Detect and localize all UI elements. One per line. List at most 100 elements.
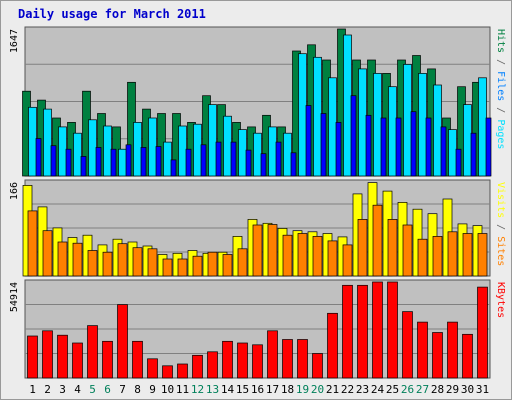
bar-files-day-13 [208, 104, 217, 177]
x-tick-label-day-9: 9 [149, 383, 156, 396]
bar-pages-day-10 [170, 159, 177, 177]
x-tick-label-day-19: 19 [296, 383, 309, 396]
bar-kbytes-day-14 [222, 340, 233, 379]
bar-pages-day-16 [260, 153, 267, 177]
bar-kbytes-day-24 [372, 281, 383, 379]
bar-pages-day-2 [50, 145, 57, 177]
x-tick-label-day-16: 16 [251, 383, 264, 396]
bar-kbytes-day-6 [102, 340, 113, 379]
x-tick-label-day-2: 2 [44, 383, 51, 396]
x-tick-label-day-3: 3 [59, 383, 66, 396]
bar-sites-day-6 [102, 251, 113, 277]
bar-files-day-5 [88, 119, 97, 177]
bar-kbytes-day-18 [282, 339, 293, 379]
panel-top-ymax-label: 1647 [9, 29, 20, 53]
bar-kbytes-day-23 [357, 284, 368, 379]
panel-bot-ymax-label: 54914 [9, 282, 20, 312]
bar-sites-day-14 [222, 254, 233, 277]
bar-pages-day-23 [365, 114, 372, 177]
bar-kbytes-day-30 [462, 333, 473, 379]
bar-pages-day-13 [215, 141, 222, 177]
bar-files-day-18 [283, 132, 292, 177]
bar-kbytes-day-20 [312, 353, 323, 379]
bar-sites-day-10 [162, 258, 173, 277]
bar-sites-day-4 [72, 242, 83, 277]
bar-files-day-25 [388, 86, 397, 177]
bar-sites-day-5 [87, 250, 98, 277]
x-tick-label-day-6: 6 [104, 383, 111, 396]
bar-files-day-29 [448, 129, 457, 177]
bar-pages-day-1 [35, 138, 42, 177]
bar-pages-day-28 [440, 126, 447, 177]
bar-sites-day-28 [432, 236, 443, 277]
panel-bot-legend: KBytes [495, 282, 506, 318]
bar-pages-day-11 [185, 148, 192, 177]
bar-files-day-26 [403, 64, 412, 177]
bar-files-day-19 [298, 53, 307, 177]
x-tick-label-day-14: 14 [221, 383, 235, 396]
bar-files-day-4 [73, 132, 82, 177]
legend-entry: KBytes [495, 282, 506, 318]
bar-sites-day-16 [252, 224, 263, 277]
bar-kbytes-day-22 [342, 284, 353, 379]
bar-sites-day-20 [312, 236, 323, 277]
bar-files-day-23 [358, 68, 367, 177]
bar-kbytes-day-29 [447, 321, 458, 379]
legend-entry: Visits [495, 182, 506, 218]
bar-sites-day-19 [297, 233, 308, 277]
bar-kbytes-day-28 [432, 332, 443, 379]
bar-pages-day-20 [320, 113, 327, 177]
bar-kbytes-day-31 [477, 286, 488, 379]
bar-sites-day-9 [147, 248, 158, 277]
bar-sites-day-25 [387, 219, 398, 277]
bar-kbytes-day-5 [87, 325, 98, 379]
bar-files-day-6 [103, 125, 112, 177]
bar-pages-day-4 [80, 156, 87, 177]
bar-kbytes-day-26 [402, 311, 413, 379]
bar-files-day-14 [223, 115, 232, 177]
bar-pages-day-7 [125, 144, 132, 177]
bar-sites-day-23 [357, 219, 368, 277]
bar-sites-day-3 [57, 241, 68, 277]
legend-entry: / [495, 101, 506, 119]
bar-pages-day-18 [290, 152, 297, 177]
bar-files-day-10 [163, 141, 172, 177]
legend-entry: Sites [495, 236, 506, 266]
bar-pages-day-3 [65, 148, 72, 177]
bar-sites-day-15 [237, 248, 248, 277]
bar-sites-day-17 [267, 224, 278, 277]
bar-sites-day-26 [402, 224, 413, 277]
x-tick-label-day-13: 13 [206, 383, 219, 396]
bar-pages-day-15 [245, 149, 252, 177]
x-tick-label-day-15: 15 [236, 383, 249, 396]
x-tick-label-day-17: 17 [266, 383, 279, 396]
panel-mid-ymax-label: 166 [9, 182, 20, 200]
bar-files-day-2 [43, 108, 52, 177]
bar-kbytes-day-9 [147, 358, 158, 379]
bar-pages-day-17 [275, 141, 282, 177]
bar-kbytes-day-4 [72, 342, 83, 379]
bar-pages-day-21 [335, 122, 342, 177]
bar-files-day-3 [58, 126, 67, 177]
bar-pages-day-30 [470, 132, 477, 177]
panel-mid-legend: Visits / Sites [495, 182, 506, 266]
bar-sites-day-13 [207, 251, 218, 277]
legend-entry: Pages [495, 119, 506, 149]
bar-pages-day-26 [410, 111, 417, 177]
x-tick-label-day-29: 29 [446, 383, 459, 396]
x-tick-label-day-18: 18 [281, 383, 294, 396]
x-tick-label-day-25: 25 [386, 383, 399, 396]
bar-files-day-17 [268, 126, 277, 177]
bar-kbytes-day-3 [57, 334, 68, 379]
x-tick-label-day-1: 1 [29, 383, 36, 396]
bar-sites-day-2 [42, 230, 53, 277]
x-tick-label-day-21: 21 [326, 383, 339, 396]
x-tick-label-day-26: 26 [401, 383, 414, 396]
x-tick-label-day-20: 20 [311, 383, 324, 396]
bar-sites-day-24 [372, 204, 383, 277]
bar-files-day-7 [118, 148, 127, 177]
chart-title: Daily usage for March 2011 [18, 7, 206, 21]
bar-files-day-9 [148, 117, 157, 177]
bar-kbytes-day-27 [417, 321, 428, 379]
